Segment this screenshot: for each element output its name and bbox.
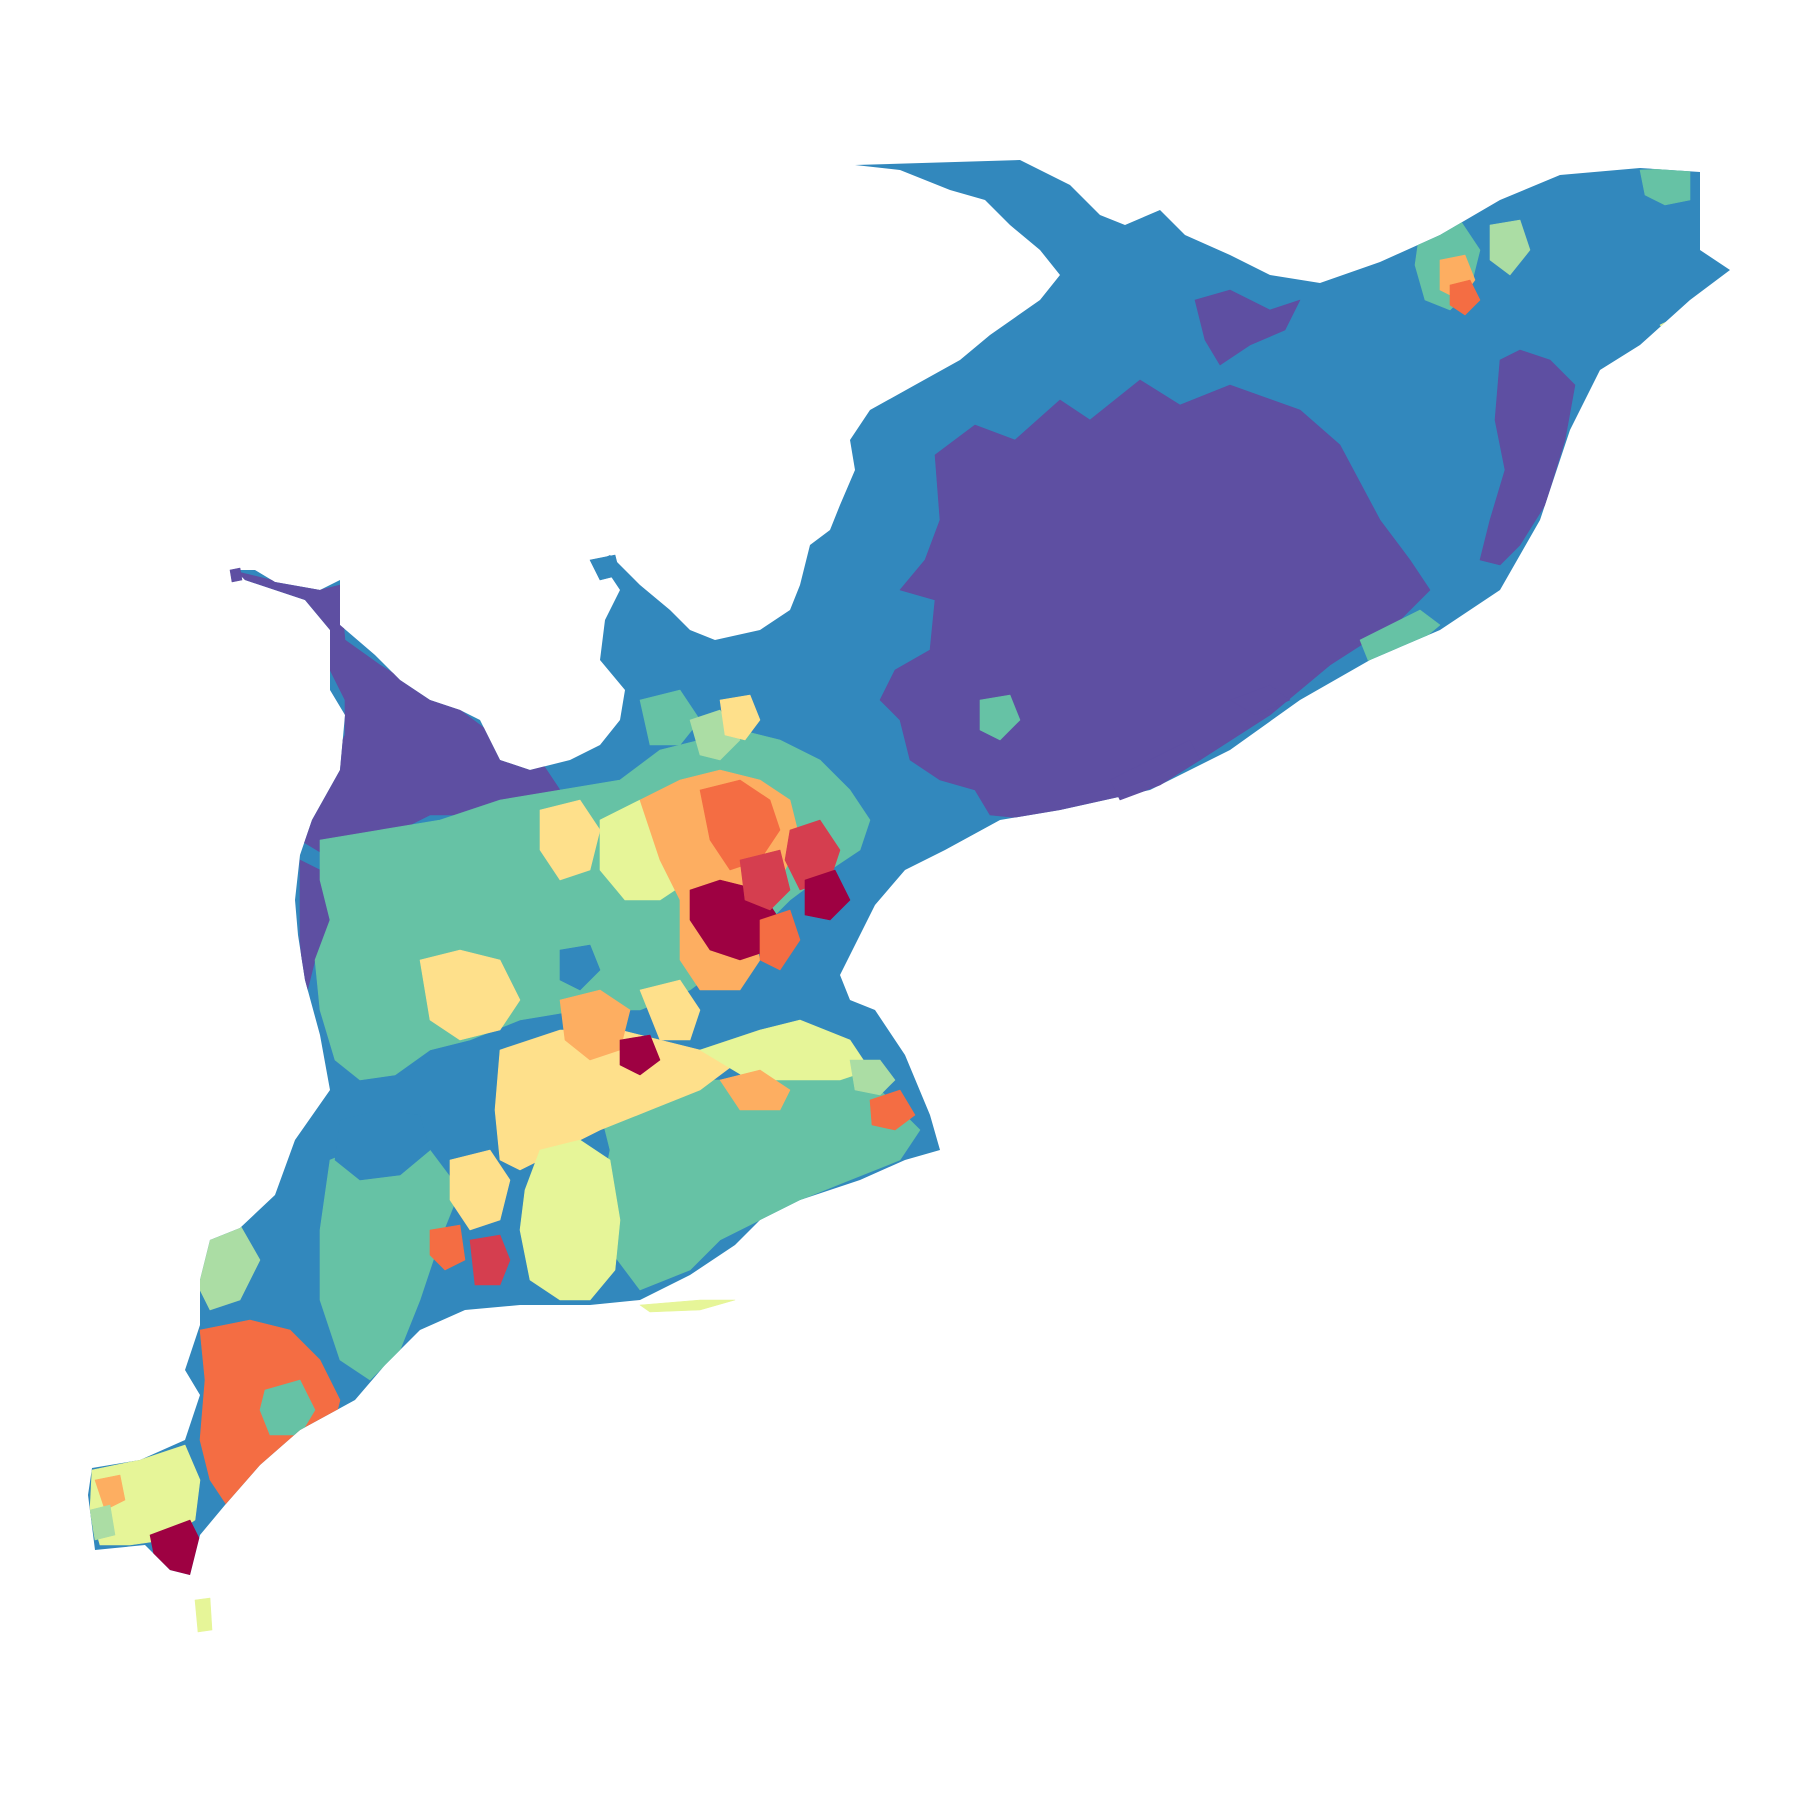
region-peterborough-green xyxy=(979,694,1021,741)
region-lightgreen-yellow xyxy=(519,1139,621,1301)
island-georgian-1 xyxy=(589,554,621,581)
region-hamilton-orange xyxy=(719,1069,791,1111)
region-bruce-purple xyxy=(229,569,561,856)
region-dufferin-yellow xyxy=(539,799,601,881)
region-guelph-yellow xyxy=(639,979,701,1041)
region-barrie-yellow xyxy=(719,694,761,741)
region-lasalle-lightgreen xyxy=(89,1504,116,1541)
region-stcatharines-orange xyxy=(869,1089,916,1131)
island-amherst xyxy=(1229,684,1291,716)
region-london-orange xyxy=(429,1224,466,1271)
island-prince-edward xyxy=(1109,739,1201,801)
region-london-yellow xyxy=(449,1149,511,1231)
region-windsor-orange xyxy=(94,1474,126,1511)
region-east-purple-strip xyxy=(1479,349,1576,566)
region-ottawa-purple xyxy=(1194,289,1301,366)
region-mid-yellow xyxy=(494,1029,741,1171)
island-long-point xyxy=(639,1299,736,1313)
region-simcoe-green xyxy=(639,689,701,746)
region-wellington-blue xyxy=(559,944,601,991)
region-gta-darkorange xyxy=(699,779,781,871)
island-tobermory xyxy=(229,567,243,583)
region-toronto-darkred xyxy=(804,869,851,921)
region-kitchener-darkred xyxy=(619,1034,661,1076)
region-lambton-yellow xyxy=(199,1169,251,1231)
region-vaughan-red xyxy=(739,849,791,911)
region-london-red xyxy=(469,1234,511,1286)
region-niagara-lightgreen xyxy=(849,1059,896,1096)
region-huron-blue xyxy=(334,1109,431,1181)
region-ottawa-lightgreen xyxy=(1489,219,1531,276)
region-ottawa-darkorange xyxy=(1449,279,1481,316)
region-eastern-purple xyxy=(879,379,1431,821)
map-islands xyxy=(194,554,1291,1633)
region-mississauga-orange xyxy=(759,909,801,971)
island-pelee xyxy=(194,1597,213,1633)
region-perth-yellow xyxy=(419,949,521,1041)
